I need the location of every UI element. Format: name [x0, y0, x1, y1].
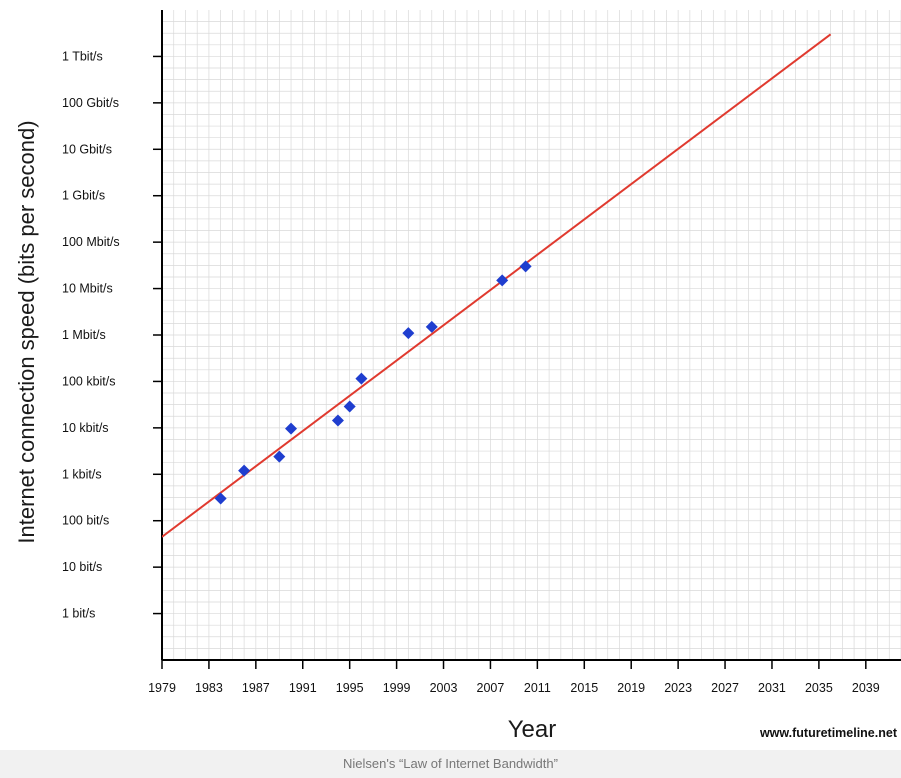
y-axis-title: Internet connection speed (bits per seco… — [14, 120, 39, 543]
data-point — [343, 400, 356, 413]
y-tick-label: 1 Gbit/s — [62, 189, 105, 203]
data-point — [496, 274, 509, 287]
y-tick-label: 100 bit/s — [62, 514, 109, 528]
data-point — [238, 464, 251, 477]
y-tick-label: 1 bit/s — [62, 607, 95, 621]
y-tick-label: 1 kbit/s — [62, 467, 102, 481]
x-tick-label: 1983 — [195, 681, 223, 695]
x-tick-label: 2035 — [805, 681, 833, 695]
x-tick-label: 2003 — [430, 681, 458, 695]
y-tick-label: 1 Tbit/s — [62, 49, 103, 63]
y-tick-label: 100 Gbit/s — [62, 96, 119, 110]
x-tick-label: 1995 — [336, 681, 364, 695]
x-axis-ticks: 1979 1983 1987 1991 1995 1999 2003 2007 2011 2015… — [148, 660, 880, 695]
y-tick-label: 10 Gbit/s — [62, 142, 112, 156]
data-point — [402, 327, 415, 340]
x-tick-label: 2011 — [524, 681, 551, 695]
x-tick-label: 2019 — [617, 681, 645, 695]
y-tick-label: 100 Mbit/s — [62, 235, 120, 249]
x-tick-label: 1991 — [289, 681, 317, 695]
x-tick-label: 2031 — [758, 681, 786, 695]
x-tick-label: 1979 — [148, 681, 176, 695]
y-tick-label: 10 bit/s — [62, 560, 102, 574]
y-tick-label: 100 kbit/s — [62, 374, 116, 388]
x-tick-label: 2039 — [852, 681, 880, 695]
x-tick-label: 2027 — [711, 681, 739, 695]
x-tick-label: 2015 — [570, 681, 598, 695]
x-tick-label: 1999 — [383, 681, 411, 695]
data-points-series — [214, 260, 532, 505]
data-point — [331, 414, 344, 427]
data-point — [355, 372, 368, 385]
grid — [162, 10, 901, 660]
caption-bar — [0, 750, 901, 778]
source-credit: www.futuretimeline.net — [759, 726, 897, 740]
trend-line-series — [162, 33, 832, 538]
data-point — [285, 422, 298, 435]
data-point — [425, 320, 438, 333]
y-tick-label: 1 Mbit/s — [62, 328, 106, 342]
data-point — [273, 450, 286, 463]
x-axis-title: Year — [508, 716, 557, 743]
y-tick-label: 10 Mbit/s — [62, 282, 113, 296]
data-point — [214, 492, 227, 505]
figure-caption: Nielsen's “Law of Internet Bandwidth” — [343, 756, 558, 771]
data-point — [519, 260, 532, 273]
y-axis-ticks: 1 bit/s 10 bit/s 100 bit/s 1 kbit/s 10 kbit/… — [62, 49, 162, 621]
trend-line — [162, 33, 832, 538]
chart: 1 bit/s 10 bit/s 100 bit/s 1 kbit/s 10 kbit/… — [14, 10, 901, 743]
x-tick-label: 1987 — [242, 681, 270, 695]
x-tick-label: 2007 — [477, 681, 505, 695]
x-tick-label: 2023 — [664, 681, 692, 695]
y-tick-label: 10 kbit/s — [62, 421, 109, 435]
